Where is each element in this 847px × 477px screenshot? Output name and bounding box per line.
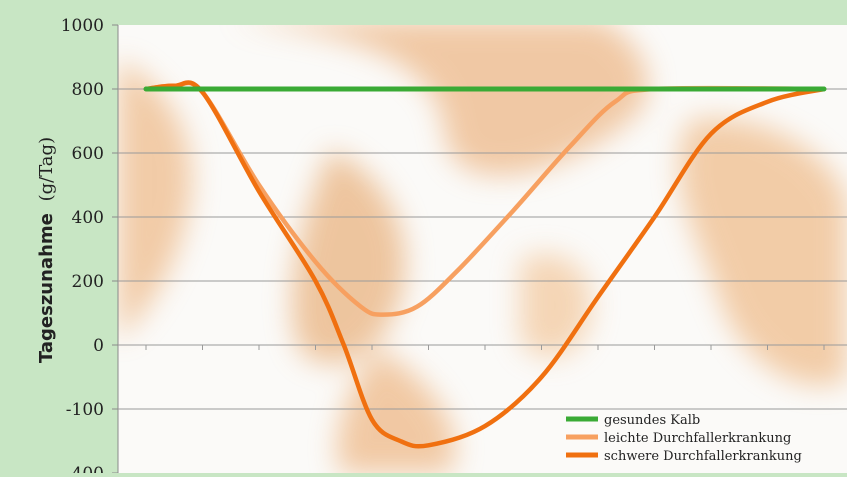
y-axis-label-main: Tageszunahme xyxy=(36,213,57,363)
y-tick-label: 1000 xyxy=(61,16,104,36)
y-axis-label: Tageszunahme (g/Tag) xyxy=(36,137,57,363)
legend: gesundes Kalb leichte Durchfallerkrankung… xyxy=(566,413,802,464)
y-tick-label: -100 xyxy=(66,400,104,420)
legend-label: gesundes Kalb xyxy=(604,413,700,428)
y-tick-label: 200 xyxy=(72,272,104,292)
y-tick-label: 400 xyxy=(72,208,104,228)
y-tick-label: 600 xyxy=(72,144,104,164)
legend-label: leichte Durchfallerkrankung xyxy=(604,431,791,446)
legend-label: schwere Durchfallerkrankung xyxy=(604,449,802,464)
y-tick-label: -400 xyxy=(66,464,104,473)
y-axis-label-unit: (g/Tag) xyxy=(36,137,57,202)
y-tick-label: 0 xyxy=(93,336,104,356)
series-lines xyxy=(143,80,827,449)
series-line-schwere-durchfallerkrankung xyxy=(143,80,827,449)
y-tick-label: 800 xyxy=(72,80,104,100)
